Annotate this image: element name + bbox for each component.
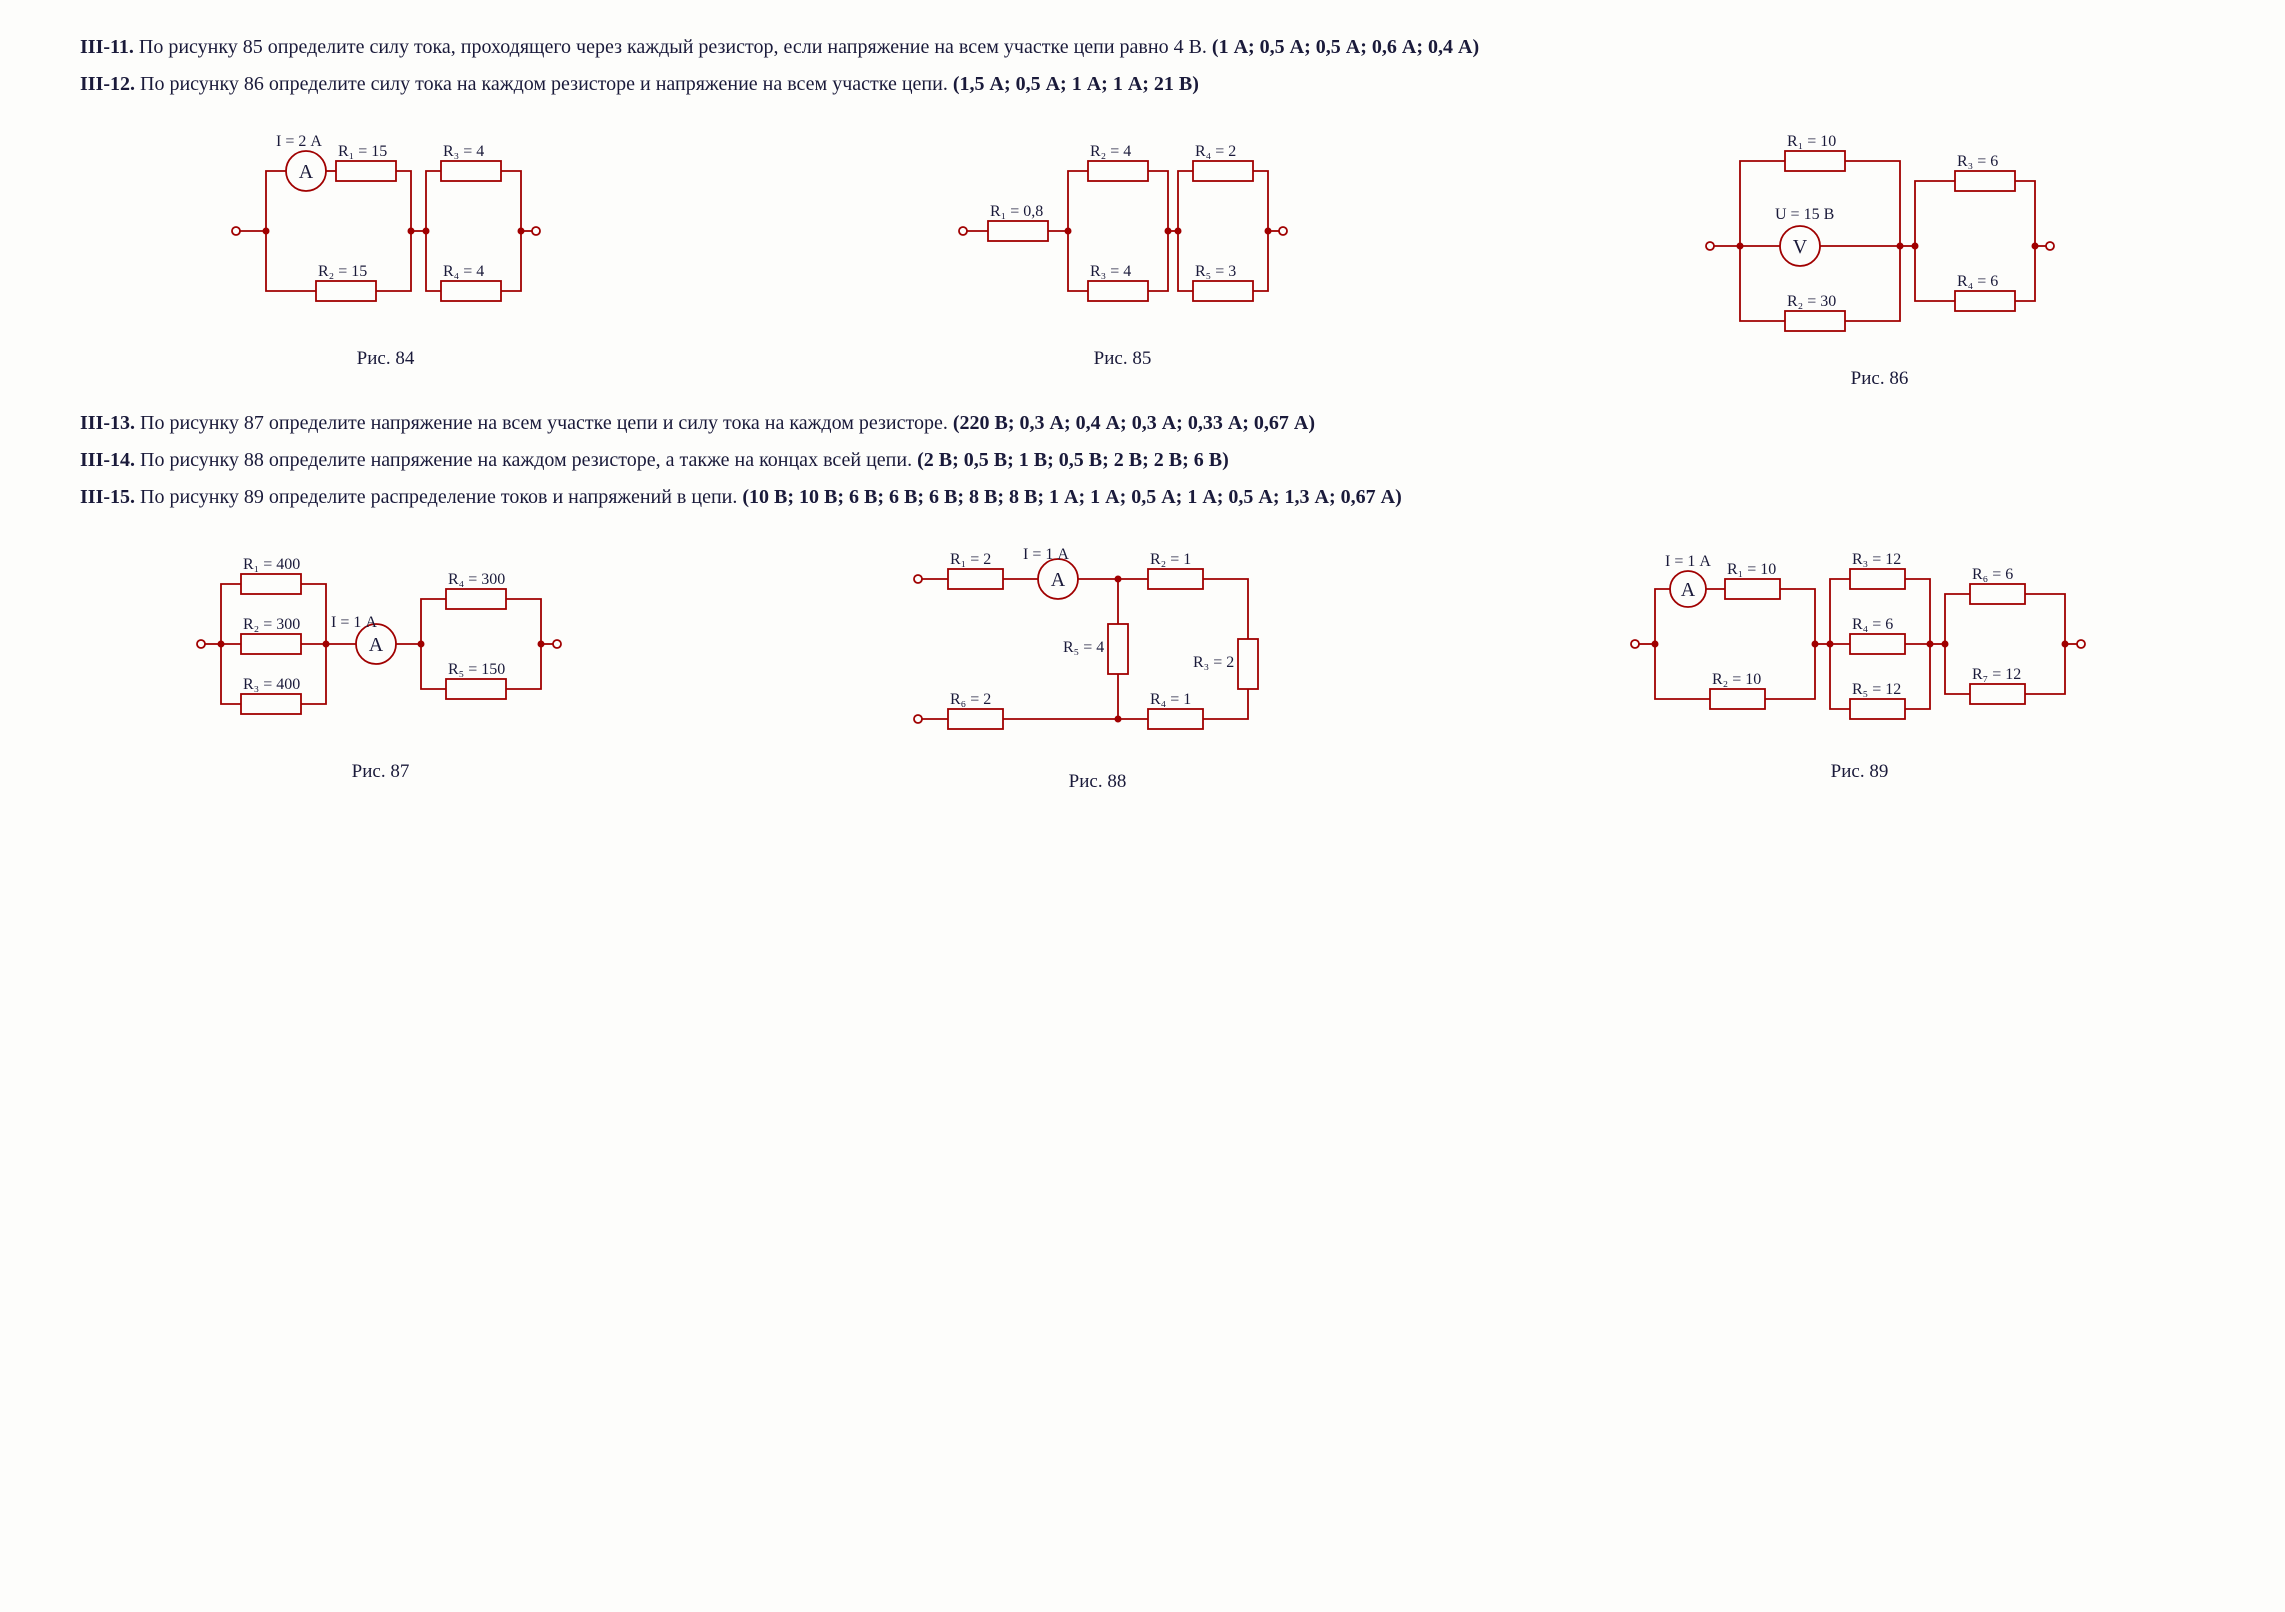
problem-text: По рисунку 88 определите напряжение на к… bbox=[140, 449, 912, 471]
problem-12: III-12. По рисунку 86 определите силу то… bbox=[32, 71, 2253, 98]
problem-number: III-15. bbox=[80, 486, 135, 508]
r4-label: R₄ = 2 bbox=[1195, 143, 1236, 160]
ammeter-letter: A bbox=[298, 161, 313, 183]
r3-label: R₃ = 2 bbox=[1193, 654, 1234, 671]
problem-14: III-14. По рисунку 88 определите напряже… bbox=[32, 447, 2253, 474]
problem-13: III-13. По рисунку 87 определите напряже… bbox=[32, 410, 2253, 437]
ammeter-letter: A bbox=[1050, 569, 1065, 591]
problem-text: По рисунку 85 определите силу тока, прох… bbox=[139, 36, 1207, 58]
r5-label: R₅ = 4 bbox=[1063, 639, 1104, 656]
figure-row-1: A I = 2 А R₁ = 15 R₂ = 15 R₃ = 4 R₄ = 4 bbox=[32, 126, 2253, 392]
r2-label: R₂ = 10 bbox=[1712, 671, 1761, 688]
r6-label: R₆ = 6 bbox=[1972, 566, 2013, 583]
r3-label: R₃ = 6 bbox=[1957, 153, 1998, 170]
r3-label: R₃ = 4 bbox=[1090, 263, 1131, 280]
figure-caption: Рис. 85 bbox=[1094, 346, 1152, 372]
figure-caption: Рис. 88 bbox=[1069, 769, 1127, 795]
r4-label: R₄ = 6 bbox=[1852, 616, 1893, 633]
r1-label: R₁ = 15 bbox=[338, 143, 387, 160]
problem-answer: (2 В; 0,5 В; 1 В; 0,5 В; 2 В; 2 В; 6 В) bbox=[917, 449, 1229, 471]
r4-label: R₄ = 6 bbox=[1957, 273, 1998, 290]
r3-label: R₃ = 400 bbox=[243, 676, 300, 693]
figure-caption: Рис. 84 bbox=[357, 346, 415, 372]
r5-label: R₅ = 3 bbox=[1195, 263, 1236, 280]
r4-label: R₄ = 4 bbox=[443, 263, 484, 280]
r4-label: R₄ = 300 bbox=[448, 571, 505, 588]
figure-row-2: R₁ = 400 R₂ = 300 R₃ = 400 A I = 1 А R₄ … bbox=[32, 539, 2253, 795]
r2-label: R₂ = 4 bbox=[1090, 143, 1131, 160]
current-label: I = 1 А bbox=[1665, 553, 1711, 570]
r4-label: R₄ = 1 bbox=[1150, 691, 1191, 708]
r1-label: R₁ = 0,8 bbox=[990, 203, 1043, 220]
figure-caption: Рис. 86 bbox=[1851, 366, 1909, 392]
problem-answer: (220 В; 0,3 А; 0,4 А; 0,3 А; 0,33 А; 0,6… bbox=[953, 412, 1315, 434]
problem-number: III-14. bbox=[80, 449, 135, 471]
voltmeter-letter: V bbox=[1792, 236, 1807, 258]
problem-text: По рисунку 87 определите напряжение на в… bbox=[140, 412, 948, 434]
problem-number: III-12. bbox=[80, 73, 135, 95]
r1-label: R₁ = 2 bbox=[950, 551, 991, 568]
ammeter-letter: A bbox=[1680, 579, 1695, 601]
problem-answer: (1 А; 0,5 А; 0,5 А; 0,6 А; 0,4 А) bbox=[1212, 36, 1479, 58]
current-label: I = 1 А bbox=[1023, 546, 1069, 563]
r1-label: R₁ = 10 bbox=[1787, 133, 1836, 150]
current-label: I = 2 А bbox=[276, 133, 322, 150]
figure-88: R₁ = 2 A I = 1 А R₂ = 1 R₃ = 2 R₄ = 1 R₅… bbox=[908, 539, 1288, 795]
r2-label: R₂ = 30 bbox=[1787, 293, 1836, 310]
problem-11: III-11. По рисунку 85 определите силу то… bbox=[32, 34, 2253, 61]
r6-label: R₆ = 2 bbox=[950, 691, 991, 708]
voltage-label: U = 15 В bbox=[1775, 206, 1834, 223]
figure-85: R₁ = 0,8 R₂ = 4 R₃ = 4 R₄ = 2 R₅ = 3 bbox=[953, 126, 1293, 372]
problem-answer: (10 В; 10 В; 6 В; 6 В; 6 В; 8 В; 8 В; 1 … bbox=[742, 486, 1401, 508]
problem-text: По рисунку 89 определите распределение т… bbox=[140, 486, 737, 508]
r1-label: R₁ = 400 bbox=[243, 556, 300, 573]
problem-text: По рисунку 86 определите силу тока на ка… bbox=[140, 73, 948, 95]
r7-label: R₇ = 12 bbox=[1972, 666, 2021, 683]
r3-label: R₃ = 4 bbox=[443, 143, 484, 160]
problem-number: III-13. bbox=[80, 412, 135, 434]
figure-86: R₁ = 10 V U = 15 В R₂ = 30 R₃ = 6 R₄ = 6 bbox=[1700, 126, 2060, 392]
problem-answer: (1,5 А; 0,5 А; 1 А; 1 А; 21 В) bbox=[953, 73, 1199, 95]
r2-label: R₂ = 1 bbox=[1150, 551, 1191, 568]
figure-89: A I = 1 А R₁ = 10 R₂ = 10 R₃ = 12 R₄ = 6 bbox=[1625, 539, 2095, 785]
r2-label: R₂ = 15 bbox=[318, 263, 367, 280]
r2-label: R₂ = 300 bbox=[243, 616, 300, 633]
figure-84: A I = 2 А R₁ = 15 R₂ = 15 R₃ = 4 R₄ = 4 bbox=[226, 126, 546, 372]
current-label: I = 1 А bbox=[331, 614, 377, 631]
ammeter-letter: A bbox=[368, 634, 383, 656]
problem-number: III-11. bbox=[80, 36, 134, 58]
r1-label: R₁ = 10 bbox=[1727, 561, 1776, 578]
problem-15: III-15. По рисунку 89 определите распред… bbox=[32, 484, 2253, 511]
r3-label: R₃ = 12 bbox=[1852, 551, 1901, 568]
figure-87: R₁ = 400 R₂ = 300 R₃ = 400 A I = 1 А R₄ … bbox=[191, 539, 571, 785]
figure-caption: Рис. 87 bbox=[352, 759, 410, 785]
figure-caption: Рис. 89 bbox=[1831, 759, 1889, 785]
r5-label: R₅ = 12 bbox=[1852, 681, 1901, 698]
r5-label: R₅ = 150 bbox=[448, 661, 505, 678]
